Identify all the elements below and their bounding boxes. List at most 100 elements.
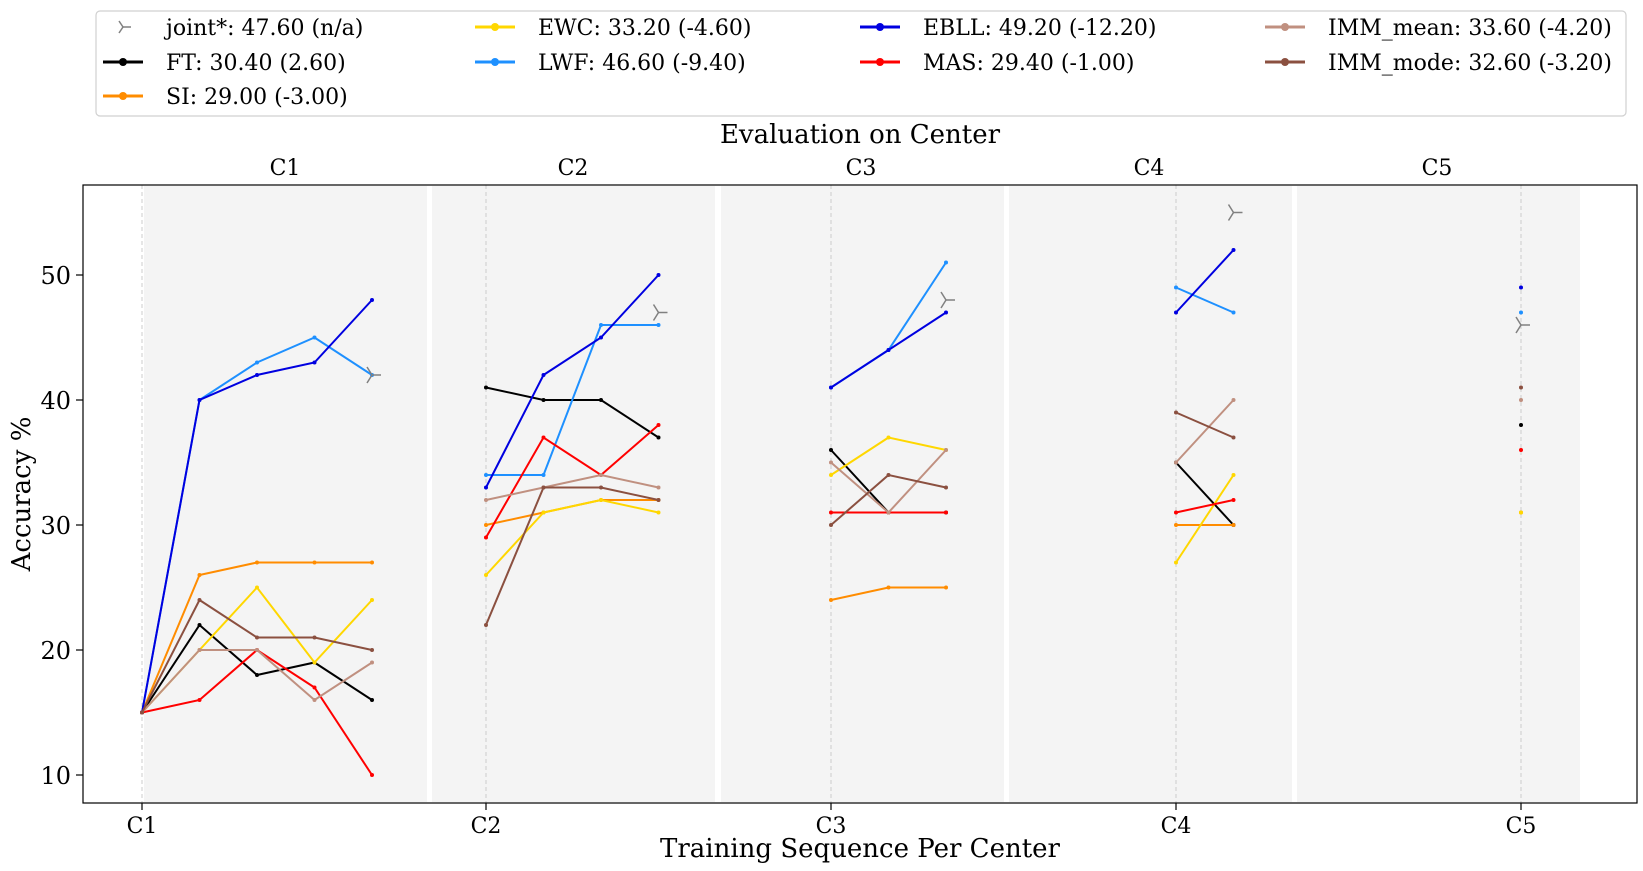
series-layer [140, 204, 1530, 777]
legend-entry-imm_mean: IMM_mean: 33.60 (-4.20) [1265, 16, 1612, 41]
data-point-ebll [944, 310, 948, 315]
data-point-ewc [599, 498, 603, 502]
series-line-imm_mean [1175, 399, 1235, 464]
data-point-si [312, 560, 317, 565]
data-point-imm_mean [197, 648, 202, 652]
data-point-ft [656, 435, 661, 440]
x-tick-label: C5 [1506, 814, 1537, 839]
data-point-imm_mode [541, 485, 546, 490]
data-point-ebll [197, 398, 202, 402]
legend-entry-ft: FT: 30.40 (2.60) [103, 51, 346, 76]
data-point-si [1174, 523, 1178, 527]
data-point-lwf [599, 323, 603, 327]
data-point-imm_mode [484, 623, 488, 627]
data-point-lwf [1174, 285, 1178, 290]
y-tick-label: 10 [40, 762, 71, 790]
series-imm_mode [140, 385, 1523, 715]
data-point-ft [370, 698, 374, 702]
legend-entry-imm_mode: IMM_mode: 32.60 (-3.20) [1265, 51, 1612, 76]
x-tick-label: C1 [127, 814, 158, 839]
data-point-imm_mean [944, 448, 948, 452]
series-line-ebll [1175, 249, 1235, 314]
data-point-ebll [541, 373, 546, 377]
data-point-imm_mean [1519, 398, 1523, 402]
series-line-ebll [485, 274, 660, 488]
data-point-si [370, 560, 374, 565]
data-point-ewc [312, 660, 317, 665]
legend-label: MAS: 29.40 (-1.00) [923, 51, 1134, 76]
data-point-lwf [1231, 310, 1236, 315]
data-point-ft [1519, 423, 1523, 427]
data-point-mas [1519, 448, 1523, 452]
legend: joint*: 47.60 (n/a) FT: 30.40 (2.60) SI: 2… [95, 10, 1627, 117]
legend-entry-mas: MAS: 29.40 (-1.00) [860, 51, 1134, 76]
legend-label: EBLL: 49.20 (-12.20) [923, 16, 1156, 41]
data-point-imm_mode [1231, 435, 1236, 440]
panel-label: C1 [270, 156, 301, 181]
data-point-lwf [656, 323, 661, 327]
data-point-ewc [1174, 560, 1178, 565]
data-point-si [886, 585, 891, 590]
chart-title: Evaluation on Center [720, 120, 1001, 150]
data-point-mas [197, 698, 202, 702]
joint-marker [652, 304, 668, 321]
data-point-ebll [886, 348, 891, 352]
data-point-imm_mean [829, 460, 833, 465]
data-point-ebll [312, 360, 317, 365]
data-point-ewc [1519, 510, 1523, 515]
x-tick-label: C2 [471, 814, 502, 839]
data-point-imm_mean [312, 698, 317, 702]
data-point-imm_mode [886, 473, 891, 477]
data-point-ft [484, 385, 488, 390]
data-point-imm_mean [255, 648, 259, 652]
y-axis-label: Accuracy % [7, 417, 37, 573]
data-point-mas [484, 535, 488, 540]
legend-entry-lwf: LWF: 46.60 (-9.40) [475, 51, 746, 76]
legend-entry-joint: joint*: 47.60 (n/a) [118, 16, 363, 41]
data-point-lwf [255, 360, 259, 365]
panel-background-4 [1009, 186, 1292, 802]
data-point-ebll [829, 385, 833, 390]
data-point-mas [1231, 498, 1236, 502]
data-point-imm_mode [255, 635, 259, 640]
data-point-si [944, 585, 948, 590]
panel-start-gridlines [141, 185, 1522, 803]
data-point-ebll [656, 273, 661, 277]
data-point-mas [656, 423, 661, 427]
data-point-ebll [599, 335, 603, 340]
data-point-imm_mode [370, 648, 374, 652]
data-point-imm_mode [829, 523, 833, 527]
series-line-imm_mean [485, 473, 659, 501]
data-point-si [255, 560, 259, 565]
data-point-ft [541, 398, 546, 402]
data-point-si [829, 598, 833, 602]
data-point-lwf [312, 335, 317, 340]
plot-frame [82, 184, 1638, 804]
x-tick-label: C3 [816, 814, 847, 839]
series-line-imm_mode [1175, 411, 1234, 439]
panel-background-3 [721, 186, 1004, 802]
joint-marker [940, 291, 955, 309]
data-point-mas [1174, 510, 1178, 515]
data-point-lwf [541, 473, 546, 477]
data-point-imm_mode [599, 485, 603, 490]
legend-entry-ewc: EWC: 33.20 (-4.60) [475, 16, 751, 41]
joint-marker [1515, 316, 1530, 334]
data-point-imm_mean [484, 498, 488, 502]
panel-background-1 [144, 186, 427, 802]
data-point-si [484, 523, 488, 527]
series-line-ewc [1175, 474, 1235, 564]
y-tick-label: 50 [40, 262, 71, 290]
panel-label: C3 [846, 156, 877, 181]
y-tick-label: 30 [40, 512, 71, 540]
data-point-mas [829, 510, 833, 515]
data-point-imm_mean [1174, 460, 1178, 465]
data-point-imm_mean [370, 660, 374, 665]
legend-label: IMM_mean: 33.60 (-4.20) [1328, 16, 1612, 41]
data-point-ewc [370, 598, 374, 602]
panel-label: C2 [558, 156, 589, 181]
data-point-lwf [1519, 310, 1523, 315]
panel-background-5 [1297, 186, 1580, 802]
panel-label: C5 [1422, 156, 1453, 181]
data-point-mas [944, 510, 948, 515]
